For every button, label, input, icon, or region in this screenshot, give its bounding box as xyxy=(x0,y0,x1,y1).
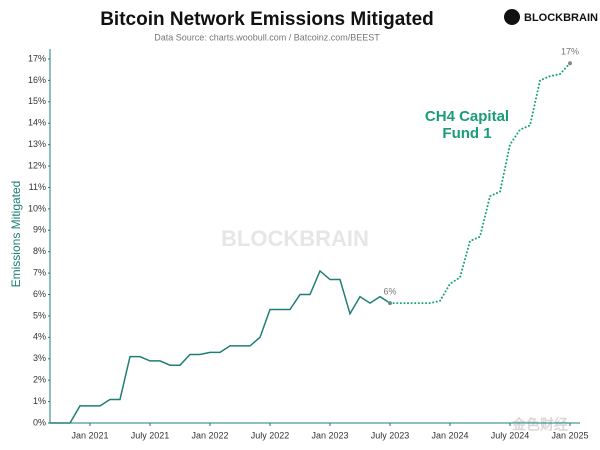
watermark: BLOCKBRAIN xyxy=(221,226,369,251)
x-tick-label: Jan 2025 xyxy=(551,430,588,440)
series-line xyxy=(49,269,391,424)
brand-icon xyxy=(504,9,520,25)
chart-title: Bitcoin Network Emissions Mitigated xyxy=(100,9,434,30)
y-tick-label: 6% xyxy=(33,289,46,299)
y-tick-label: 15% xyxy=(28,96,46,106)
x-tick-label: Jan 2024 xyxy=(431,430,468,440)
annotation: Fund 1 xyxy=(442,125,491,142)
y-tick-label: 1% xyxy=(33,396,46,406)
y-tick-label: 12% xyxy=(28,160,46,170)
y-tick-label: 3% xyxy=(33,353,46,363)
y-tick-label: 17% xyxy=(28,53,46,63)
series-line xyxy=(389,62,571,305)
y-tick-label: 16% xyxy=(28,75,46,85)
x-tick-label: July 2024 xyxy=(491,430,530,440)
brand: BLOCKBRAIN xyxy=(524,12,598,24)
x-tick-label: Jan 2021 xyxy=(71,430,108,440)
x-tick-label: July 2023 xyxy=(371,430,410,440)
annotation: CH4 Capital xyxy=(425,108,509,125)
corner-watermark: 金色财经 xyxy=(511,417,568,433)
x-tick-label: Jan 2023 xyxy=(311,430,348,440)
y-tick-label: 9% xyxy=(33,225,46,235)
y-tick-label: 7% xyxy=(33,267,46,277)
y-tick-label: 5% xyxy=(33,310,46,320)
x-tick-label: Jan 2022 xyxy=(191,430,228,440)
y-tick-label: 8% xyxy=(33,246,46,256)
x-tick-label: July 2021 xyxy=(131,430,170,440)
y-tick-label: 13% xyxy=(28,139,46,149)
y-tick-label: 0% xyxy=(33,417,46,427)
y-tick-label: 11% xyxy=(29,182,46,192)
data-label: 6% xyxy=(383,286,396,296)
x-tick-label: July 2022 xyxy=(251,430,290,440)
y-tick-label: 10% xyxy=(28,203,46,213)
y-tick-label: 4% xyxy=(33,332,46,342)
chart-subtitle: Data Source: charts.woobull.com / Batcoi… xyxy=(154,32,380,42)
data-label: 17% xyxy=(561,47,579,57)
y-axis-label: Emissions Mitigated xyxy=(9,181,23,288)
y-tick-label: 2% xyxy=(33,375,46,385)
data-point xyxy=(568,61,572,66)
y-tick-label: 14% xyxy=(28,118,46,128)
